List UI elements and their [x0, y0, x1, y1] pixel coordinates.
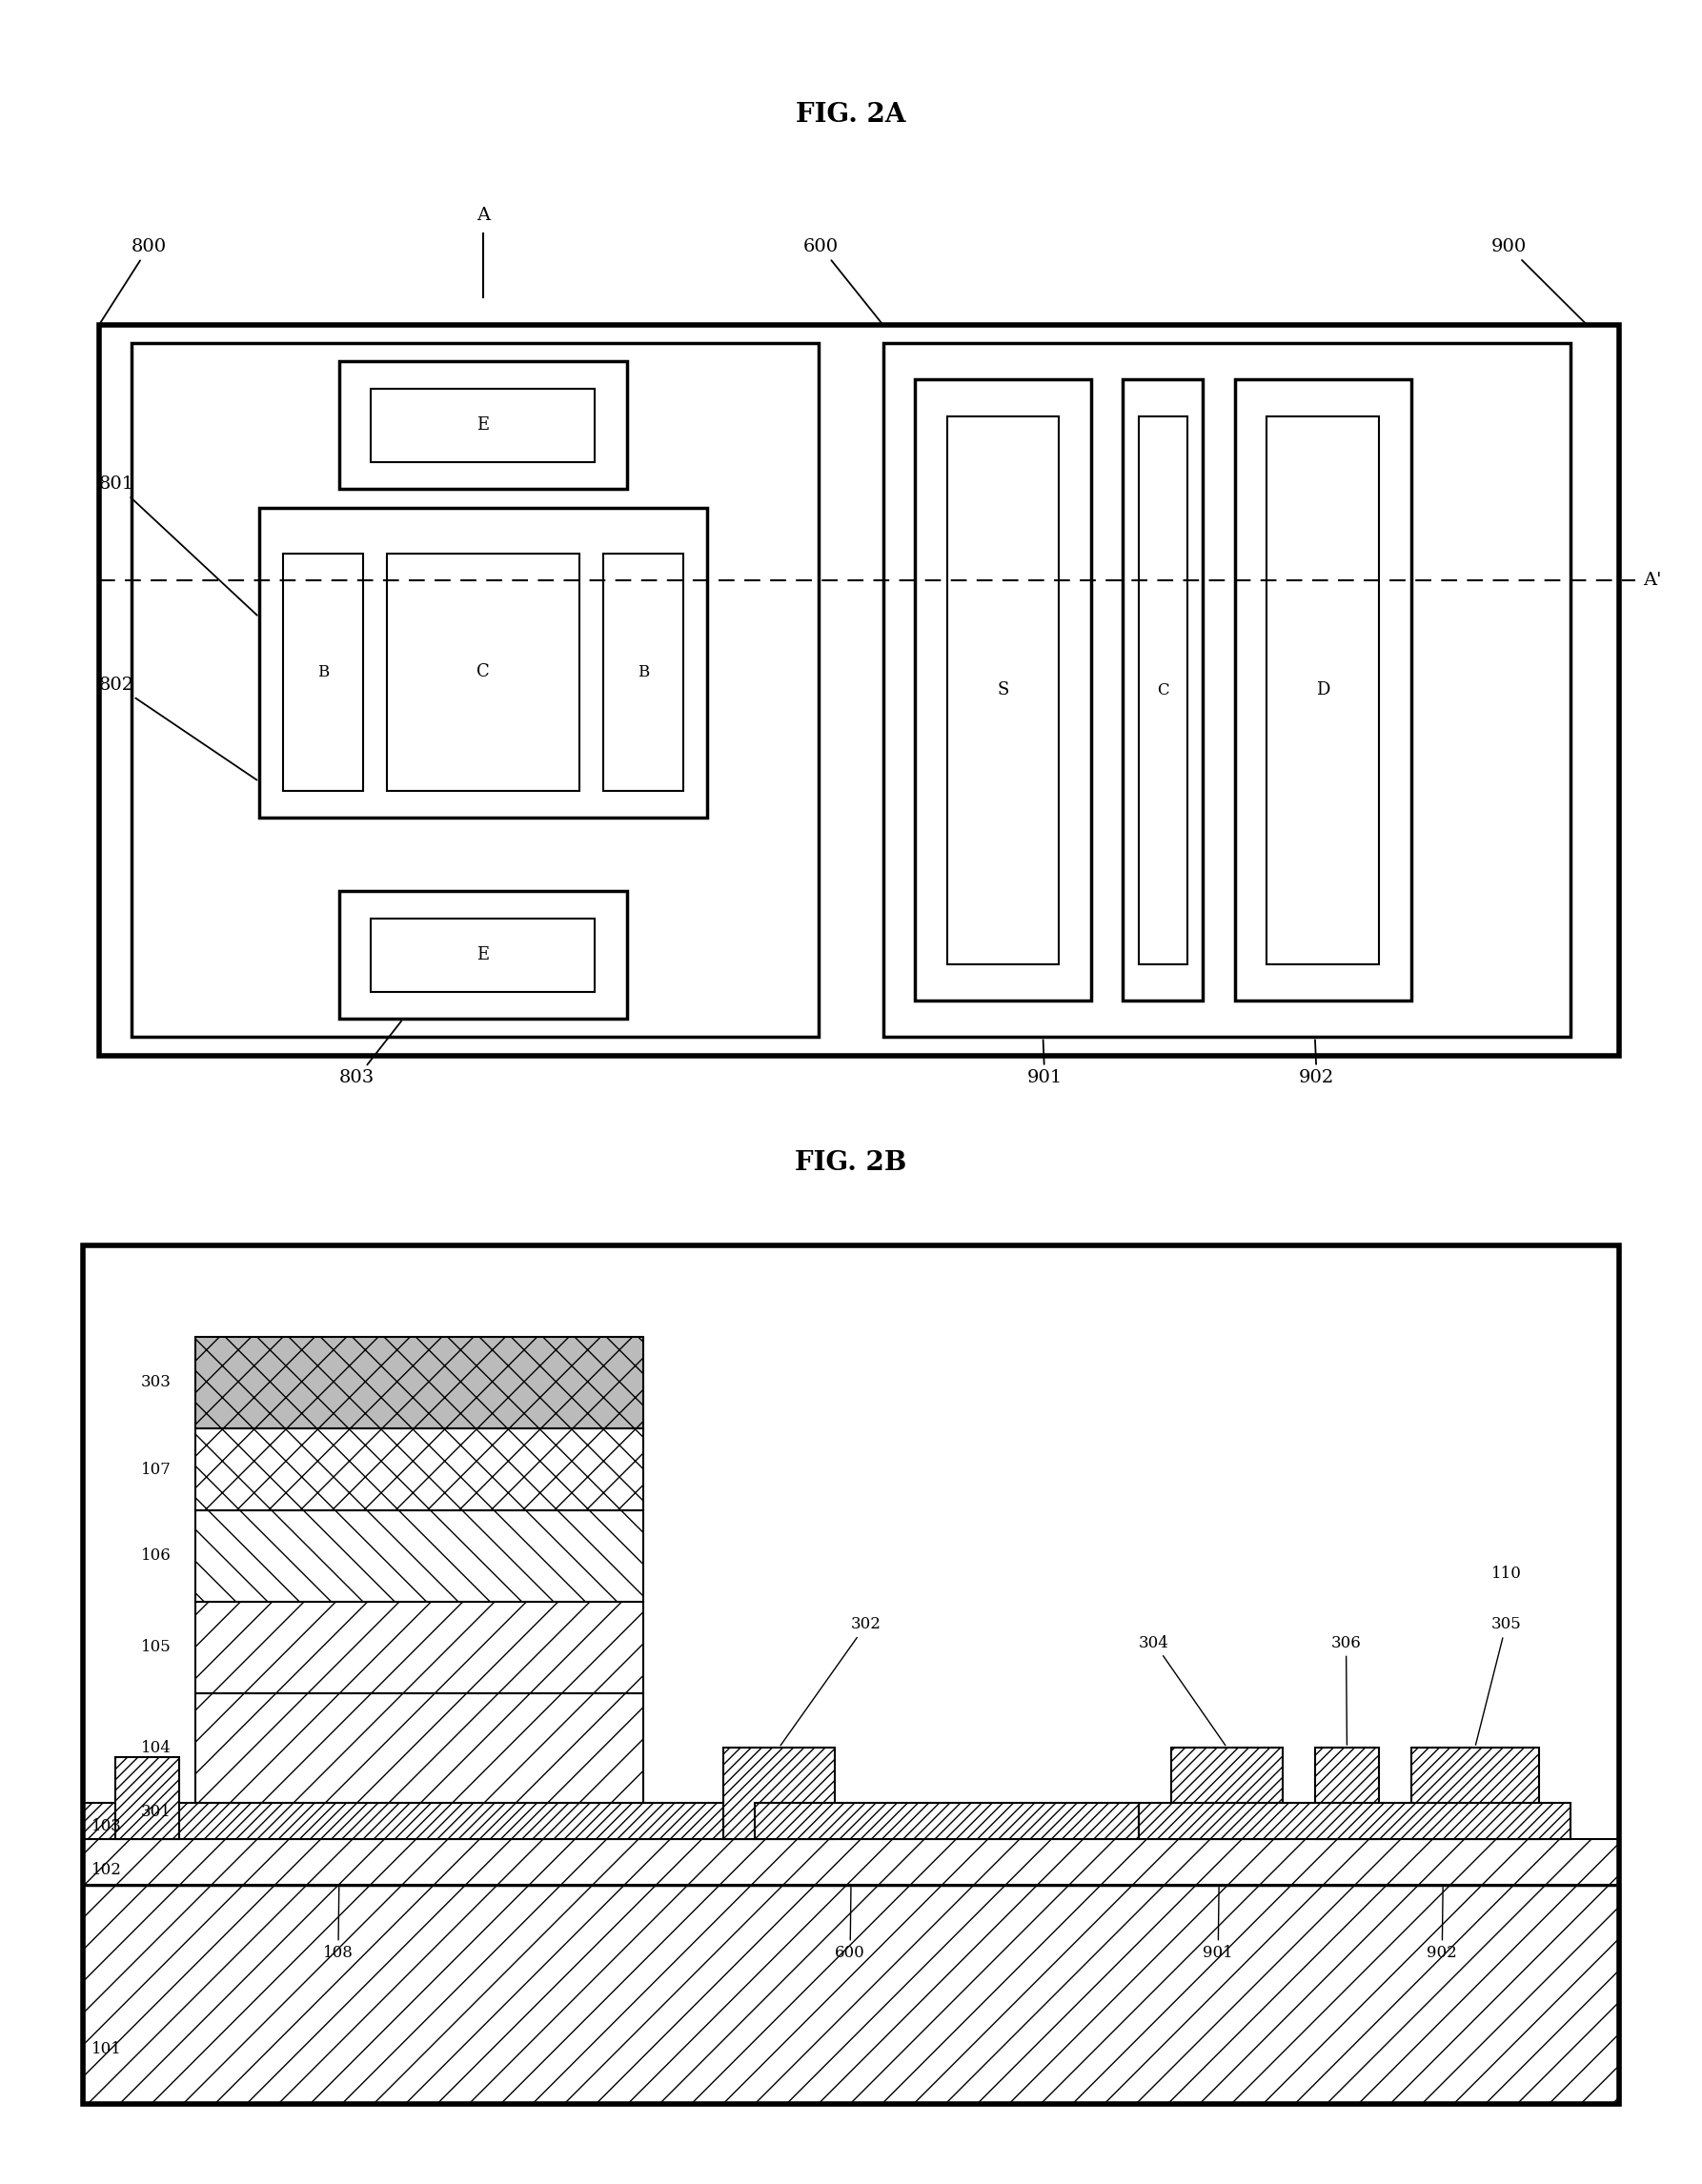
Text: 104: 104 [141, 1738, 170, 1756]
Text: 600: 600 [803, 238, 882, 323]
Bar [756, 1802, 1139, 1839]
Text: 302: 302 [781, 1616, 882, 1745]
Bar [371, 389, 596, 461]
Text: 101: 101 [90, 2040, 121, 2057]
Bar [1411, 1747, 1539, 1839]
Text: FIG. 2B: FIG. 2B [795, 1151, 907, 1175]
Text: C: C [1157, 681, 1169, 699]
Bar [603, 553, 683, 791]
Bar [339, 360, 626, 489]
Text: 902: 902 [1299, 1040, 1334, 1088]
Bar [1171, 1747, 1283, 1839]
Text: S: S [997, 681, 1009, 699]
Text: 106: 106 [141, 1548, 170, 1564]
Text: A': A' [1642, 572, 1661, 590]
Text: B: B [637, 664, 648, 679]
Bar [196, 1509, 643, 1601]
Bar [83, 1885, 1619, 2103]
Text: 103: 103 [90, 1817, 121, 1835]
Text: 901: 901 [1026, 1040, 1062, 1088]
Bar [83, 1839, 1619, 1885]
Text: 110: 110 [1491, 1566, 1522, 1581]
Bar [1123, 380, 1203, 1000]
Bar [196, 1428, 643, 1509]
Bar [259, 507, 706, 819]
Bar [83, 1802, 756, 1839]
Bar [339, 891, 626, 1020]
Bar [1236, 380, 1411, 1000]
Bar [196, 1693, 643, 1802]
Text: 105: 105 [141, 1638, 170, 1655]
Text: A: A [477, 207, 490, 225]
Text: C: C [477, 664, 490, 681]
Text: 304: 304 [1139, 1636, 1225, 1745]
Text: 802: 802 [99, 677, 257, 780]
Bar [196, 1601, 643, 1693]
Text: 306: 306 [1331, 1636, 1362, 1745]
Bar [371, 919, 596, 992]
Bar [723, 1747, 836, 1839]
Text: 303: 303 [141, 1374, 170, 1391]
Bar [99, 325, 1619, 1055]
Text: 902: 902 [1426, 1887, 1457, 1961]
Bar [916, 380, 1091, 1000]
Bar [283, 553, 363, 791]
Bar [883, 343, 1571, 1037]
Text: 801: 801 [99, 476, 257, 616]
Text: E: E [477, 946, 488, 963]
Bar [386, 553, 579, 791]
Text: 800: 800 [100, 238, 167, 323]
Bar [116, 1756, 179, 1839]
Text: D: D [1316, 681, 1329, 699]
Bar [131, 343, 819, 1037]
Text: 901: 901 [1203, 1887, 1234, 1961]
Bar [196, 1337, 643, 1428]
Text: 305: 305 [1476, 1616, 1522, 1745]
Bar [83, 1245, 1619, 2103]
Text: 107: 107 [141, 1461, 170, 1479]
Text: 102: 102 [90, 1863, 121, 1878]
Text: 301: 301 [141, 1804, 170, 1819]
Text: FIG. 2A: FIG. 2A [797, 103, 905, 127]
Text: 108: 108 [323, 1887, 354, 1961]
Bar [1316, 1747, 1379, 1839]
Text: E: E [477, 417, 488, 435]
Bar [1139, 1802, 1571, 1839]
Text: 600: 600 [836, 1887, 865, 1961]
Text: 803: 803 [339, 1022, 402, 1088]
Text: B: B [317, 664, 328, 679]
Bar [1266, 417, 1379, 963]
Bar [1139, 417, 1186, 963]
Bar [946, 417, 1059, 963]
Text: 900: 900 [1491, 238, 1585, 323]
